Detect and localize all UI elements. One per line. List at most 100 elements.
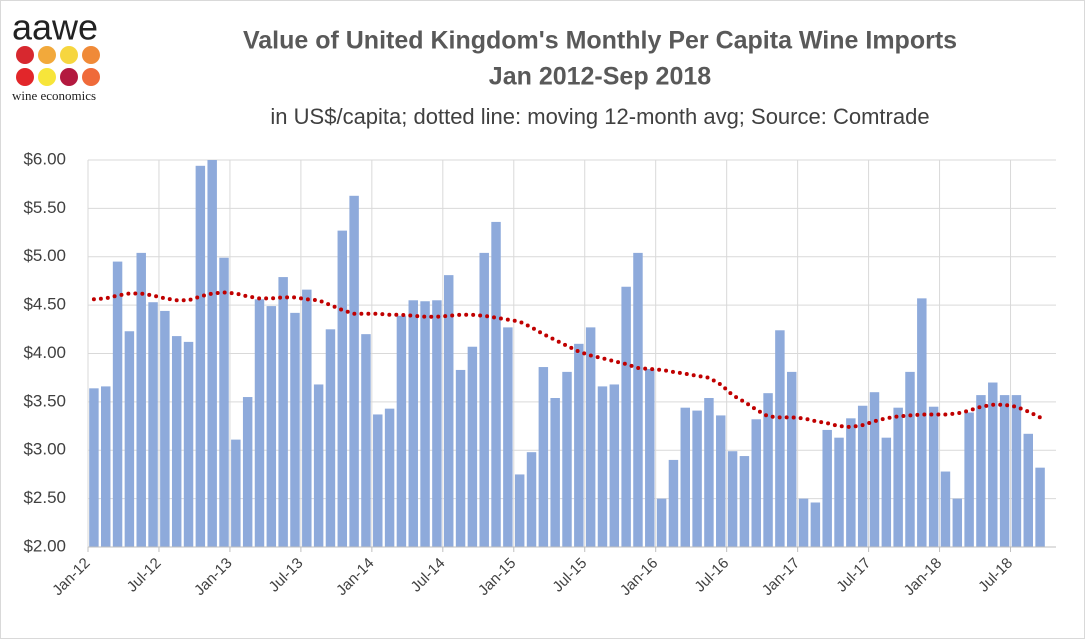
bar bbox=[420, 301, 430, 547]
bar bbox=[940, 471, 951, 547]
moving-average-line bbox=[91, 290, 1043, 430]
bar bbox=[455, 369, 466, 547]
bar bbox=[467, 346, 478, 547]
bar bbox=[89, 388, 99, 547]
bar bbox=[668, 459, 679, 547]
logo-dot bbox=[38, 68, 56, 86]
bar bbox=[207, 160, 217, 547]
bar bbox=[231, 439, 241, 547]
bar bbox=[798, 498, 809, 547]
bar bbox=[704, 398, 714, 547]
bar bbox=[160, 310, 170, 547]
bar bbox=[491, 221, 501, 548]
bar bbox=[514, 474, 525, 547]
bar bbox=[597, 386, 608, 547]
logo-dot bbox=[82, 68, 100, 86]
bar bbox=[148, 302, 158, 547]
bar bbox=[396, 315, 407, 547]
bar bbox=[432, 300, 442, 547]
bar bbox=[621, 286, 631, 547]
bar bbox=[692, 410, 702, 547]
bar bbox=[763, 393, 773, 547]
bar bbox=[585, 327, 596, 547]
bar bbox=[869, 392, 880, 547]
bar bbox=[716, 415, 726, 547]
y-tick-label: $3.00 bbox=[23, 440, 66, 459]
y-tick-label: $2.00 bbox=[23, 536, 66, 555]
bar bbox=[136, 252, 146, 547]
bar bbox=[408, 300, 418, 547]
bar bbox=[857, 405, 868, 547]
bar bbox=[526, 452, 537, 547]
bar bbox=[550, 398, 560, 547]
bar bbox=[171, 336, 182, 547]
bar bbox=[834, 437, 844, 547]
bar bbox=[254, 299, 265, 547]
bar bbox=[1011, 395, 1022, 547]
bar bbox=[739, 456, 750, 547]
bar bbox=[101, 386, 111, 547]
y-tick-label: $5.50 bbox=[23, 198, 66, 217]
y-tick-label: $2.50 bbox=[23, 488, 66, 507]
bar bbox=[846, 418, 856, 547]
y-tick-label: $5.00 bbox=[23, 246, 66, 265]
bar bbox=[680, 407, 691, 547]
bar bbox=[290, 312, 300, 547]
y-tick-label: $4.00 bbox=[23, 343, 66, 362]
bar bbox=[219, 257, 229, 547]
bar bbox=[195, 165, 206, 547]
bar bbox=[656, 498, 667, 547]
chart-title: Jan 2012-Sep 2018 bbox=[489, 63, 711, 91]
y-tick-label: $4.50 bbox=[23, 295, 66, 314]
logo-dot bbox=[16, 46, 34, 64]
bar bbox=[881, 437, 892, 547]
bar bbox=[786, 371, 797, 547]
bar bbox=[905, 371, 915, 547]
y-tick-label: $3.50 bbox=[23, 391, 66, 410]
bar bbox=[325, 329, 336, 547]
bar bbox=[976, 395, 986, 547]
bar bbox=[810, 502, 821, 547]
logo-name: aawe bbox=[12, 7, 98, 48]
bar bbox=[479, 252, 489, 547]
bar bbox=[562, 371, 572, 547]
bar bbox=[124, 331, 135, 547]
bar bbox=[302, 289, 312, 547]
logo-dot bbox=[38, 46, 56, 64]
bar bbox=[266, 306, 277, 547]
bar bbox=[952, 498, 963, 547]
bar bbox=[751, 419, 761, 547]
bar bbox=[183, 341, 194, 547]
bar bbox=[384, 408, 395, 547]
bar bbox=[1023, 433, 1033, 547]
logo-dot bbox=[60, 68, 78, 86]
bar bbox=[1035, 467, 1045, 547]
bar bbox=[727, 451, 738, 547]
bar bbox=[361, 334, 371, 547]
bar bbox=[928, 406, 939, 547]
bar bbox=[503, 327, 513, 547]
bar bbox=[373, 414, 383, 547]
bar bbox=[443, 275, 454, 547]
bar bbox=[988, 382, 998, 547]
bar bbox=[538, 367, 549, 547]
logo-dot bbox=[60, 46, 78, 64]
bar bbox=[964, 412, 974, 547]
bar bbox=[242, 397, 253, 547]
bar bbox=[999, 395, 1010, 547]
logo-tagline: wine economics bbox=[12, 88, 96, 103]
y-tick-label: $6.00 bbox=[23, 149, 66, 168]
bar bbox=[609, 384, 620, 547]
bar bbox=[278, 277, 288, 547]
bar bbox=[822, 429, 832, 547]
bar bbox=[893, 407, 903, 547]
bar bbox=[349, 195, 359, 548]
bar bbox=[112, 261, 123, 547]
bar bbox=[313, 384, 324, 547]
bar bbox=[574, 343, 584, 547]
bar bbox=[633, 252, 643, 547]
bar bbox=[917, 298, 927, 547]
chart-subtitle: in US$/capita; dotted line: moving 12-mo… bbox=[270, 104, 929, 129]
bar bbox=[337, 230, 348, 547]
